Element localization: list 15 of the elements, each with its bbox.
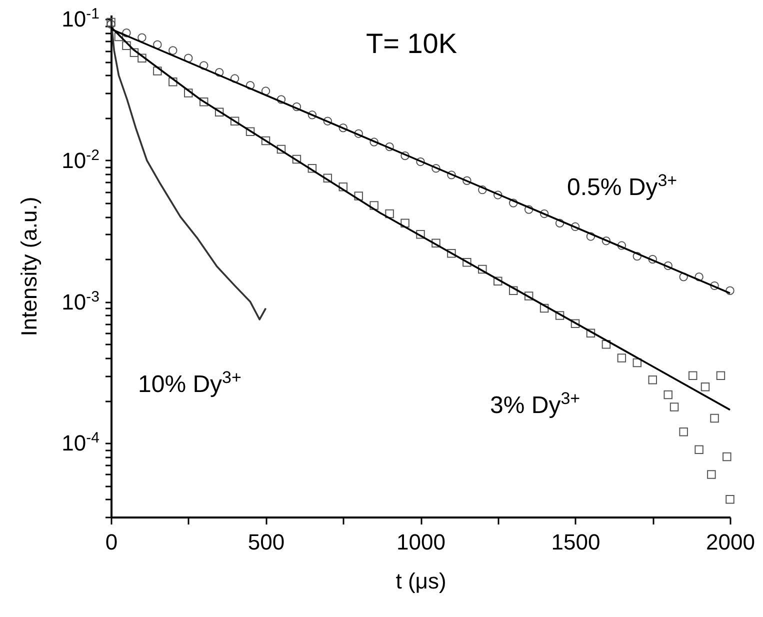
annotation: 3% Dy$^{3+}$: [490, 388, 580, 419]
y-axis-title: Intensity (a.u.): [16, 196, 42, 336]
x-tick-label: 0: [105, 530, 118, 554]
x-tick-label: 2000: [706, 530, 755, 554]
annotation: 0.5% Dy$^{3+}$: [567, 170, 678, 201]
annotation: T= 10K: [366, 28, 458, 59]
annotation: 10% Dy$^{3+}$: [138, 368, 242, 398]
x-tick-label: 1500: [551, 530, 600, 554]
y-tick-label: 10$^{-2}$: [62, 146, 100, 173]
y-tick-label: 10$^{-3}$: [62, 288, 100, 314]
y-tick-label: 10$^{-1}$: [62, 5, 100, 32]
y-tick-label: 10$^{-4}$: [62, 429, 100, 456]
x-tick-label: 500: [248, 530, 285, 554]
x-axis-title: t (μs): [396, 568, 446, 594]
x-tick-label: 1000: [396, 530, 446, 554]
